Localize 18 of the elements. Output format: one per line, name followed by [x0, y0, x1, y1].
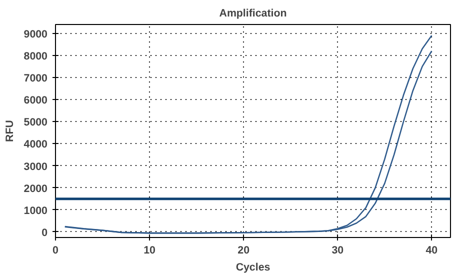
- y-axis-title: RFU: [4, 120, 16, 142]
- y-tick-label: 3000: [24, 160, 48, 173]
- y-tick-label: 9000: [24, 28, 48, 40]
- x-tick-label: 0: [52, 244, 59, 256]
- y-tick-label: 1000: [24, 204, 48, 217]
- x-tick-label: 10: [144, 244, 156, 256]
- y-tick-label: 0: [42, 226, 48, 239]
- y-tick-label: 8000: [24, 50, 48, 62]
- y-tick-label: 5000: [24, 116, 48, 129]
- y-tick-label: 4000: [24, 138, 48, 151]
- x-tick-label: 40: [426, 244, 438, 256]
- y-tick-label: 6000: [24, 94, 48, 107]
- y-tick-label: 2000: [24, 182, 48, 195]
- chart-title: Amplification: [219, 8, 287, 20]
- x-axis-title: Cycles: [236, 262, 270, 274]
- x-tick-label: 30: [332, 244, 344, 256]
- x-tick-label: 20: [238, 244, 250, 256]
- y-tick-label: 7000: [24, 72, 48, 84]
